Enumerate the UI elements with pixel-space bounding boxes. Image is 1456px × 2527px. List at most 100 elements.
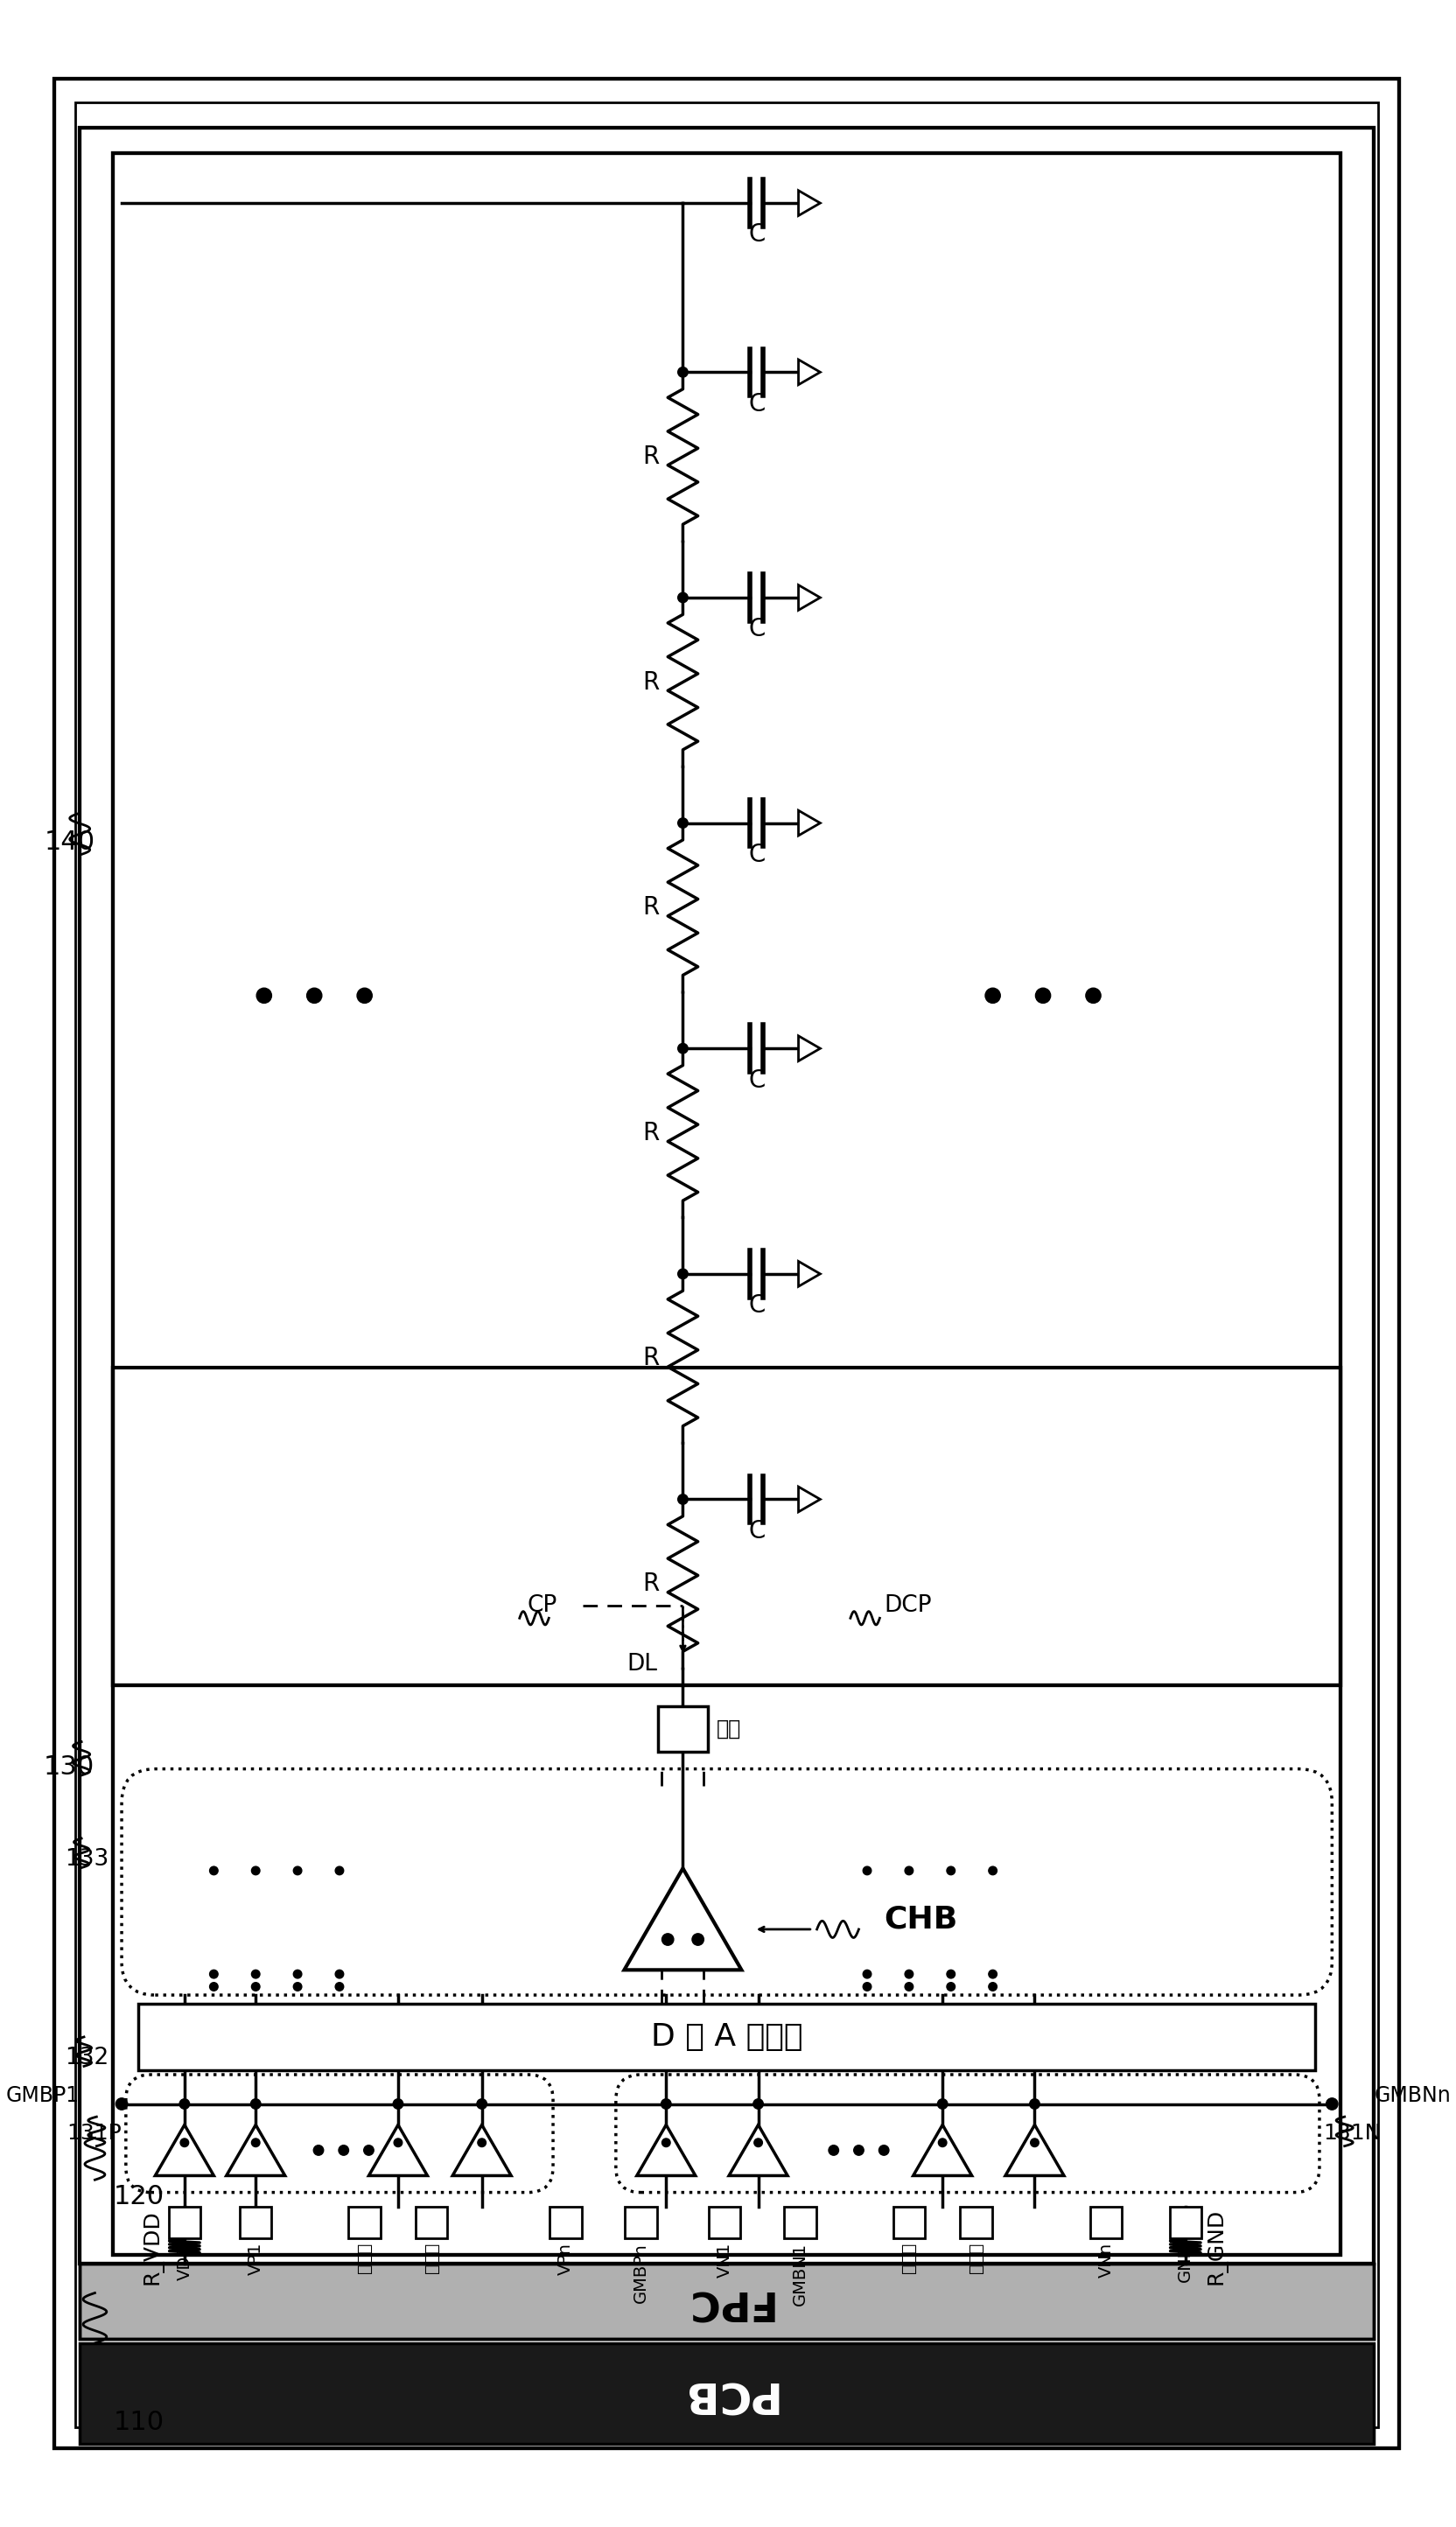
Circle shape (357, 988, 371, 1003)
Bar (1089, 2206, 1121, 2239)
Circle shape (1029, 2138, 1038, 2148)
Circle shape (878, 2145, 888, 2156)
Circle shape (1325, 2097, 1337, 2110)
Text: D ／ A 转换器: D ／ A 转换器 (651, 2022, 802, 2052)
Circle shape (989, 1867, 996, 1875)
Polygon shape (798, 1036, 820, 1061)
Text: 正伽码: 正伽码 (357, 2241, 373, 2274)
Text: R: R (642, 1122, 660, 1145)
Polygon shape (226, 2125, 285, 2176)
Polygon shape (1005, 2125, 1063, 2176)
Circle shape (1035, 988, 1050, 1003)
Text: C: C (748, 841, 766, 867)
Circle shape (661, 1933, 673, 1946)
Text: DL: DL (626, 1653, 657, 1675)
Circle shape (335, 1867, 344, 1875)
Text: 131P: 131P (67, 2123, 122, 2143)
Text: VDD: VDD (176, 2241, 192, 2279)
Bar (960, 2206, 992, 2239)
Circle shape (904, 1971, 913, 1979)
Text: R: R (642, 1572, 660, 1597)
Bar (783, 2206, 815, 2239)
Circle shape (862, 1971, 871, 1979)
Text: 缓冲器: 缓冲器 (967, 2241, 984, 2274)
Bar (625, 2206, 657, 2239)
Bar (114, 152, 1340, 1686)
Text: R: R (642, 895, 660, 920)
Text: 输出: 输出 (716, 1718, 741, 1739)
Text: C: C (748, 392, 766, 417)
Circle shape (938, 2138, 946, 2148)
Circle shape (677, 1269, 687, 1279)
Circle shape (210, 1984, 218, 1991)
Text: R: R (642, 1347, 660, 1370)
Circle shape (938, 2100, 946, 2110)
Circle shape (210, 1867, 218, 1875)
Polygon shape (453, 2125, 511, 2176)
Polygon shape (728, 2125, 788, 2176)
Text: R: R (642, 445, 660, 470)
Bar (114, 1367, 1340, 2254)
Circle shape (904, 1867, 913, 1875)
Circle shape (250, 2100, 261, 2110)
Polygon shape (623, 1867, 741, 1971)
Circle shape (1029, 2100, 1040, 2110)
Circle shape (853, 2145, 863, 2156)
Text: R_GND: R_GND (1206, 2209, 1226, 2284)
Circle shape (946, 1984, 955, 1991)
Circle shape (181, 2138, 189, 2148)
Bar (415, 2206, 447, 2239)
Text: VP1: VP1 (248, 2241, 264, 2274)
Text: C: C (748, 617, 766, 642)
Circle shape (677, 366, 687, 377)
Bar (1169, 2206, 1201, 2239)
Polygon shape (798, 586, 820, 609)
Polygon shape (636, 2125, 695, 2176)
Circle shape (946, 1971, 955, 1979)
Circle shape (946, 1867, 955, 1875)
Circle shape (989, 1984, 996, 1991)
Circle shape (677, 1044, 687, 1054)
Circle shape (753, 2100, 763, 2110)
Text: CP: CP (527, 1595, 556, 1617)
Text: FPC: FPC (681, 2282, 770, 2320)
Bar (657, 1706, 708, 1751)
Circle shape (692, 1933, 703, 1946)
Text: GMBNn: GMBNn (1373, 2085, 1450, 2105)
Text: 132: 132 (66, 2047, 109, 2070)
Bar (138, 2004, 1315, 2070)
Circle shape (293, 1971, 301, 1979)
Circle shape (335, 1971, 344, 1979)
Bar (709, 2206, 740, 2239)
Bar (114, 152, 1340, 1686)
Circle shape (293, 1867, 301, 1875)
Circle shape (677, 819, 687, 829)
Circle shape (307, 988, 322, 1003)
Circle shape (393, 2138, 402, 2148)
Circle shape (661, 2100, 671, 2110)
Circle shape (677, 1493, 687, 1504)
Circle shape (862, 1984, 871, 1991)
Circle shape (335, 1984, 344, 1991)
Polygon shape (798, 359, 820, 384)
Text: 131N: 131N (1324, 2123, 1380, 2143)
Circle shape (989, 1971, 996, 1979)
Circle shape (862, 1867, 871, 1875)
Text: VN1: VN1 (716, 2241, 732, 2277)
Circle shape (252, 1867, 259, 1875)
Text: 130: 130 (44, 1754, 95, 1779)
Circle shape (1085, 988, 1101, 1003)
Bar (80, 2264, 1373, 2340)
Text: VNn: VNn (1096, 2241, 1114, 2277)
Circle shape (210, 1971, 218, 1979)
Circle shape (984, 988, 1000, 1003)
Circle shape (677, 591, 687, 601)
Polygon shape (368, 2125, 427, 2176)
Text: PCB: PCB (677, 2373, 775, 2413)
Polygon shape (156, 2125, 214, 2176)
Circle shape (252, 1984, 259, 1991)
Circle shape (256, 988, 271, 1003)
Polygon shape (798, 1261, 820, 1286)
Circle shape (828, 2145, 839, 2156)
Text: 133: 133 (66, 1847, 109, 1870)
